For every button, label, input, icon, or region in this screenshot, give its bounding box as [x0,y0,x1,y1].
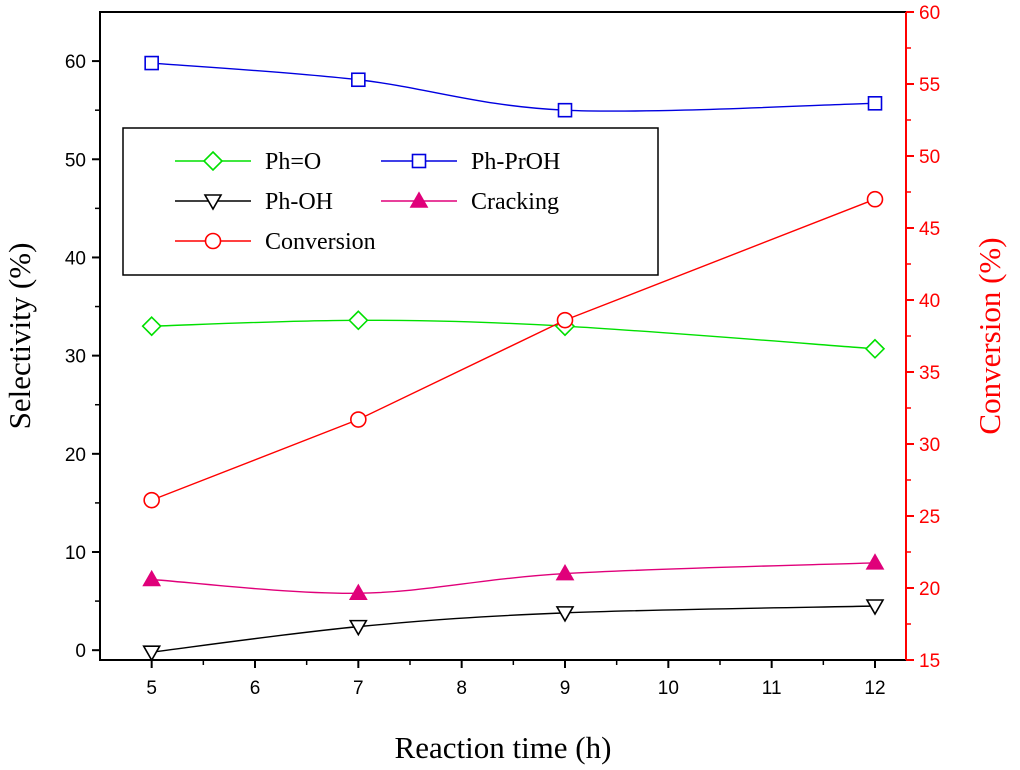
legend-entry-ph-oh: Ph-OH [175,189,333,215]
data-point-conversion [866,190,884,208]
data-point-cracking [142,569,162,587]
right-y-axis-title: Conversion (%) [972,237,1007,434]
right-y-tick-label: 50 [919,147,940,168]
plot-frame [99,11,907,661]
legend-marker [202,150,224,172]
series-ph-oh [142,599,885,662]
left-y-tick-label: 30 [65,347,86,368]
data-point-ph-oh [555,606,575,623]
legend-label: Cracking [471,189,559,215]
legend-marker [204,232,222,250]
data-point-ph-proh [351,72,366,88]
data-point-cracking [348,583,368,601]
left-y-tick-label: 20 [65,445,86,466]
x-axis-title: Reaction time (h) [395,730,612,765]
x-tick-label: 11 [762,678,782,699]
legend-label: Ph-PrOH [471,149,560,175]
plot-marks [141,55,886,662]
series-line-ph-oh [151,605,876,653]
left-y-tick-label: 60 [65,52,86,73]
legend-entry-conversion: Conversion [175,229,376,255]
x-tick-label: 5 [146,678,157,699]
data-point-ph-oh [865,599,885,616]
series-ph-proh [144,55,883,118]
data-point-conversion [143,491,160,509]
right-y-tick-label: 40 [919,291,940,312]
left-y-tick-label: 10 [65,543,86,564]
x-tick-label: 9 [560,678,571,699]
series-line-ph-o [151,319,876,350]
data-point-ph-o [864,338,886,359]
right-y-tick-label: 35 [919,363,940,384]
data-point-cracking [865,553,885,570]
legend-marker [203,194,223,211]
data-point-ph-oh [142,645,162,662]
right-y-tick-label: 55 [919,75,940,96]
data-point-ph-proh [867,96,883,111]
series-conversion [143,190,884,509]
legend-entry-cracking: Cracking [381,189,559,215]
left-y-tick-label: 50 [65,150,86,171]
legend-label: Ph=O [265,149,321,175]
data-point-ph-proh [144,55,159,71]
data-point-ph-proh [557,102,573,118]
right-y-tick-label: 25 [919,507,940,528]
left-y-tick-label: 0 [75,641,86,662]
left-y-axis-title: Selectivity (%) [2,243,37,430]
axis-ticks: 5 6 7 8 9 10 11 12 0 10 20 30 40 50 60 15 20 25 30 35 40 45 50… [65,3,940,699]
series-line-ph-proh [151,62,876,112]
right-y-tick-label: 15 [919,651,940,672]
legend-entry-ph-o: Ph=O [175,149,321,175]
legend-label: Ph-OH [265,189,333,215]
x-tick-label: 12 [864,678,885,699]
right-y-tick-label: 45 [919,219,940,240]
series-line-cracking [151,562,876,594]
legend-entry-ph-proh: Ph-PrOH [381,149,560,175]
right-y-tick-label: 30 [919,435,940,456]
legend-label: Conversion [265,229,376,255]
legend-marker [411,153,427,169]
data-point-ph-o [348,310,369,331]
series-cracking [142,553,885,601]
x-tick-label: 6 [250,678,261,699]
legend-marker [409,191,429,208]
data-point-ph-o [141,316,162,337]
right-y-tick-label: 20 [919,579,940,600]
left-y-tick-label: 40 [65,248,86,269]
data-point-conversion [556,311,574,329]
x-tick-label: 8 [456,678,467,699]
x-tick-label: 7 [353,678,364,699]
x-tick-label: 10 [658,678,679,699]
data-point-conversion [350,411,367,428]
legend: Ph=O Ph-PrOH Ph-OH Cracking Conversion [122,127,659,276]
right-y-tick-label: 60 [919,3,940,24]
series-line-conversion [151,198,876,501]
data-point-ph-oh [348,619,368,637]
data-point-cracking [555,563,575,581]
series-ph-o [141,310,886,359]
